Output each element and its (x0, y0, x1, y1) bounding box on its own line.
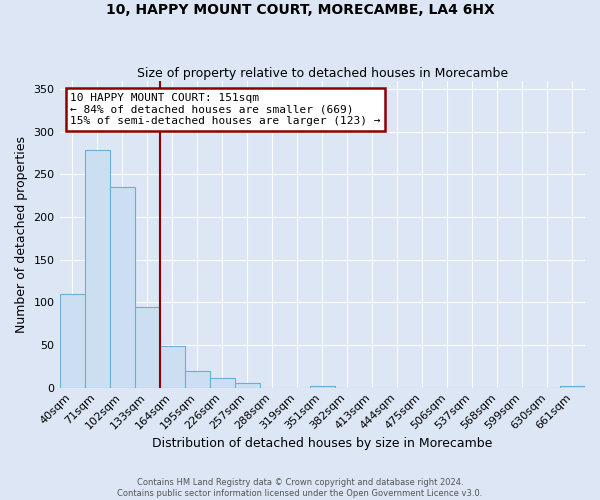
Bar (160, 346, 185, 388)
Text: 10 HAPPY MOUNT COURT: 151sqm
← 84% of detached houses are smaller (669)
15% of s: 10 HAPPY MOUNT COURT: 151sqm ← 84% of de… (70, 93, 380, 126)
Bar (310, 386, 335, 388)
Y-axis label: Number of detached properties: Number of detached properties (15, 136, 28, 332)
Title: Size of property relative to detached houses in Morecambe: Size of property relative to detached ho… (137, 66, 508, 80)
Bar (110, 187, 134, 388)
X-axis label: Distribution of detached houses by size in Morecambe: Distribution of detached houses by size … (152, 437, 493, 450)
Bar (59, 294, 85, 388)
Bar (185, 372, 209, 388)
Bar (560, 386, 585, 388)
Text: 10, HAPPY MOUNT COURT, MORECAMBE, LA4 6HX: 10, HAPPY MOUNT COURT, MORECAMBE, LA4 6H… (106, 2, 494, 16)
Bar (235, 384, 260, 388)
Bar (134, 306, 160, 388)
Bar (85, 150, 110, 388)
Bar (209, 378, 235, 388)
Text: Contains HM Land Registry data © Crown copyright and database right 2024.
Contai: Contains HM Land Registry data © Crown c… (118, 478, 482, 498)
